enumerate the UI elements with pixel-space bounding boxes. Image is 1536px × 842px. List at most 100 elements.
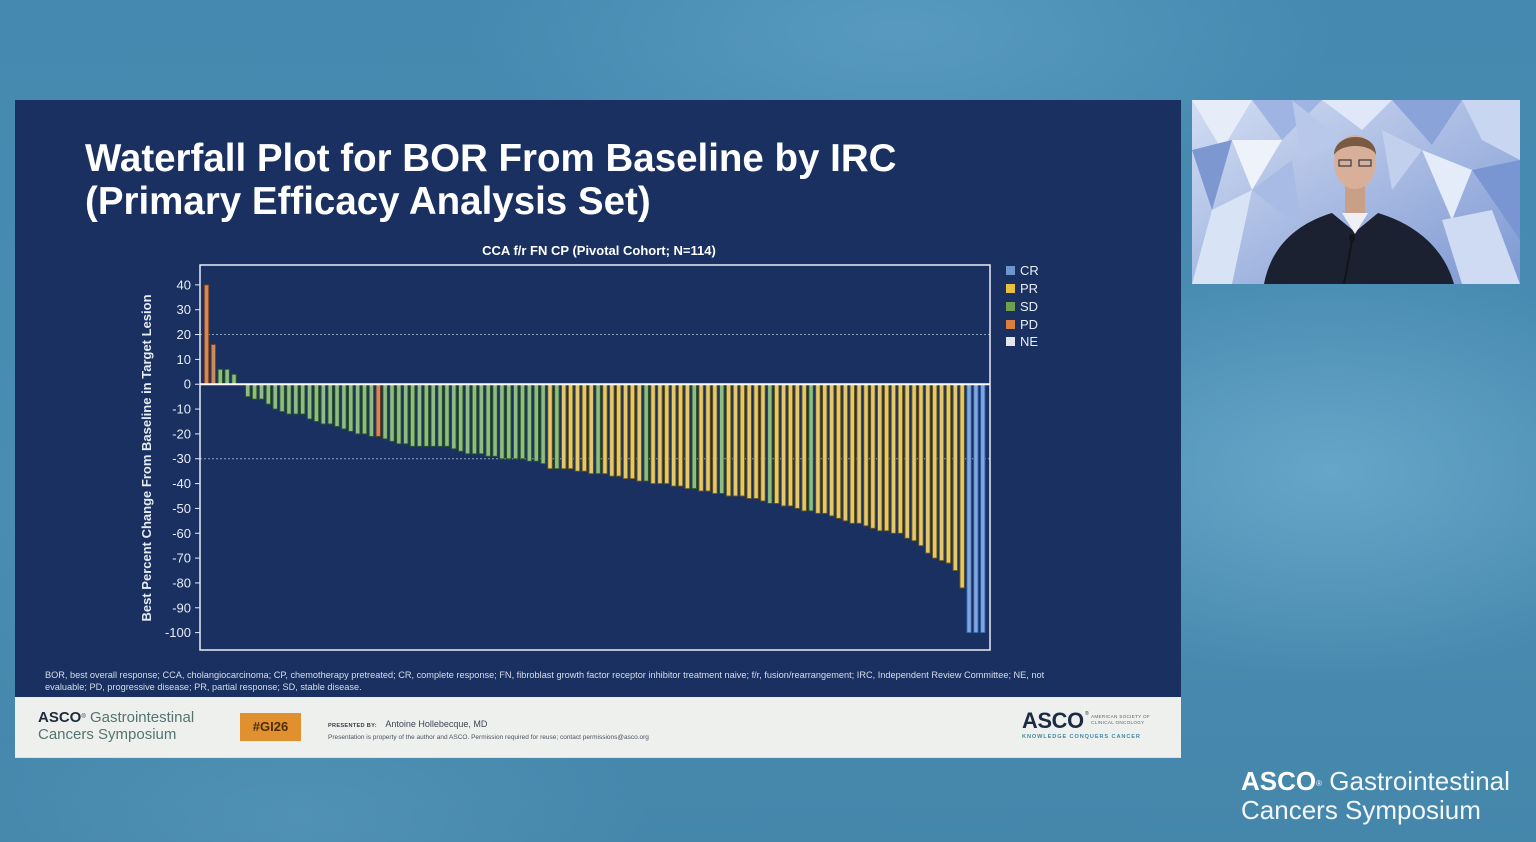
permission-notice: Presentation is property of the author a… — [328, 734, 649, 741]
bar-sd — [403, 383, 409, 445]
bar-sd — [513, 383, 519, 460]
y-tick-label: 40 — [177, 277, 191, 292]
bar-pr — [932, 383, 938, 559]
bar-pr — [774, 383, 780, 504]
asco-society-logo: ASCO ® AMERICAN SOCIETY OF CLINICAL ONCO… — [1022, 709, 1172, 749]
bar-pr — [746, 383, 752, 499]
bar-sd — [258, 383, 265, 400]
abbreviations-footnote: BOR, best overall response; CCA, cholang… — [45, 669, 1044, 693]
bar-sd — [327, 383, 333, 425]
bar-pr — [794, 383, 800, 509]
bar-pr — [938, 383, 945, 562]
chart-legend: CR PR SD PD NE — [1006, 262, 1039, 351]
bar-sd — [313, 383, 320, 422]
bar-pr — [753, 383, 759, 499]
bar-pr — [842, 383, 849, 522]
legend-label-sd: SD — [1020, 298, 1039, 314]
bar-sd — [251, 383, 258, 400]
bar-sd — [451, 383, 457, 450]
y-tick-label: 0 — [184, 377, 191, 392]
bar-pr — [883, 383, 890, 532]
bar-pr — [849, 383, 855, 524]
bar-pr — [588, 383, 594, 475]
legend-swatch-pr — [1006, 284, 1015, 294]
asco-society-line-1: AMERICAN SOCIETY OF — [1091, 714, 1150, 719]
asco-wordmark: ASCO — [1022, 708, 1084, 733]
bar-pr — [698, 383, 704, 492]
bar-pr — [609, 383, 615, 477]
bar-pr — [725, 383, 732, 497]
bar-sd — [279, 383, 285, 412]
bar-sd — [458, 383, 464, 452]
broadcast-branding-logo: ASCO® Gastrointestinal Cancers Symposium — [1241, 767, 1510, 825]
bar-pr — [760, 383, 766, 502]
legend-swatch-cr — [1006, 266, 1015, 276]
bar-pr — [684, 383, 691, 489]
legend-swatch-ne — [1006, 337, 1015, 347]
bar-pr — [677, 383, 684, 487]
bar-pr — [657, 383, 663, 485]
bar-sd — [485, 383, 491, 457]
bar-sd — [416, 383, 423, 447]
bar-pr — [574, 383, 581, 472]
brand-line2: Cancers Symposium — [1241, 795, 1481, 825]
bar-cr — [973, 383, 979, 634]
bar-sd — [272, 383, 278, 410]
bar-sd — [396, 383, 402, 445]
bar-sd — [437, 383, 443, 447]
logo-registered-mark: ® — [81, 714, 86, 720]
bar-pr — [664, 383, 670, 485]
bar-pr — [801, 383, 807, 512]
bar-pr — [856, 383, 862, 524]
bar-pr — [622, 383, 629, 480]
bar-sd — [341, 383, 347, 430]
bar-pr — [567, 383, 574, 470]
logo-asco-wordmark: ASCO — [38, 709, 82, 726]
brand-line1: Gastrointestinal — [1329, 766, 1510, 796]
bar-cr — [980, 383, 986, 634]
bar-sd — [389, 383, 395, 442]
bar-pr — [925, 383, 931, 554]
bar-pr — [890, 383, 897, 534]
y-tick-label: 30 — [177, 302, 191, 317]
presenter-name: Antoine Hollebecque, MD — [385, 719, 488, 729]
bar-sd — [293, 383, 299, 415]
y-tick-label: -10 — [172, 402, 191, 417]
crystal-backdrop-pattern — [1192, 100, 1520, 284]
bar-pr — [863, 383, 869, 527]
bar-pr — [877, 383, 883, 532]
bar-pr — [581, 383, 587, 472]
y-tick-label: -50 — [172, 501, 191, 516]
bar-sd — [643, 383, 649, 482]
bar-pr — [547, 383, 553, 470]
bar-pr — [561, 383, 567, 470]
bar-pr — [829, 383, 835, 517]
y-tick-label: -60 — [172, 526, 191, 541]
bar-pr — [705, 383, 711, 492]
bar-pd — [203, 284, 210, 385]
bar-sd — [430, 383, 436, 447]
footnote-line-2: evaluable; PD, progressive disease; PR, … — [45, 682, 362, 692]
bar-pr — [835, 383, 842, 519]
bar-pd — [375, 383, 381, 437]
bar-pr — [815, 383, 821, 514]
chart-title: CCA f/r FN CP (Pivotal Cohort; N=114) — [482, 243, 716, 258]
bar-cr — [966, 383, 972, 634]
bar-sd — [492, 383, 498, 457]
bar-pr — [904, 383, 910, 539]
y-tick-label: -70 — [172, 551, 191, 566]
slide-title-line-2: (Primary Efficacy Analysis Set) — [85, 180, 651, 223]
bar-sd — [355, 383, 361, 435]
speaker-figure — [1264, 135, 1454, 284]
bar-sd — [361, 383, 368, 435]
bar-pr — [712, 383, 718, 494]
slide-title: Waterfall Plot for BOR From Baseline by … — [85, 137, 896, 223]
bar-pr — [780, 383, 787, 507]
bar-sd — [320, 383, 326, 425]
logo-line1: Gastrointestinal — [89, 709, 195, 726]
bar-sd — [265, 383, 271, 405]
legend-label-cr: CR — [1020, 263, 1039, 279]
legend-swatch-pd — [1006, 319, 1015, 329]
bar-pr — [616, 383, 622, 477]
bar-pr — [636, 383, 642, 482]
